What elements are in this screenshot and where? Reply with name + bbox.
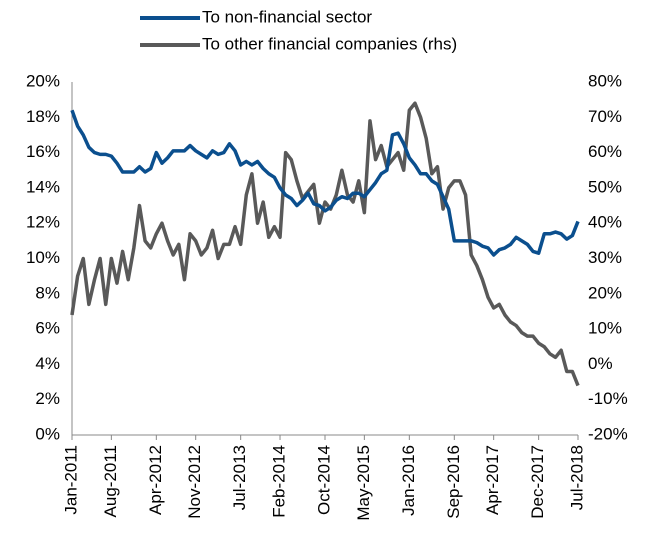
x-tick-label: Jan-2011 [61,445,80,515]
y2-tick-label: -20% [588,424,628,443]
y2-tick-label: 20% [588,283,622,302]
y-tick-label: 12% [26,213,60,232]
y-tick-label: 2% [35,389,60,408]
y-tick-label: 10% [26,248,60,267]
y-tick-label: 18% [26,107,60,126]
y2-tick-label: 50% [588,177,622,196]
x-tick-label: Jul-2018 [567,445,586,510]
y2-tick-label: 60% [588,142,622,161]
y2-tick-label: 80% [588,71,622,90]
legend-label: To other financial companies (rhs) [202,34,457,53]
y2-tick-label: 40% [588,213,622,232]
x-tick-label: Jul-2013 [230,445,249,510]
y2-tick-label: -10% [588,389,628,408]
x-tick-label: Jan-2016 [399,445,418,516]
y-tick-label: 4% [35,354,60,373]
x-tick-label: Sep-2016 [444,445,463,519]
x-tick-label: Nov-2012 [185,445,204,519]
y2-tick-label: 30% [588,248,622,267]
y-tick-label: 14% [26,177,60,196]
y-tick-label: 6% [35,319,60,338]
y-tick-label: 0% [35,424,60,443]
series-line [70,109,580,257]
y-tick-label: 16% [26,142,60,161]
y-tick-label: 8% [35,283,60,302]
x-tick-label: Apr-2017 [483,445,502,515]
y2-tick-label: 70% [588,107,622,126]
x-tick-label: Dec-2017 [528,445,547,519]
series-line [70,101,580,387]
x-tick-label: Aug-2011 [101,445,120,517]
x-tick-label: Feb-2014 [270,445,289,518]
x-tick-label: Apr-2012 [146,445,165,515]
legend-label: To non-financial sector [202,7,372,26]
y2-tick-label: 10% [588,319,622,338]
y2-tick-label: 0% [588,354,613,373]
x-tick-label: May-2015 [354,445,373,521]
y-tick-label: 20% [26,71,60,90]
x-tick-label: Oct-2014 [314,445,333,515]
